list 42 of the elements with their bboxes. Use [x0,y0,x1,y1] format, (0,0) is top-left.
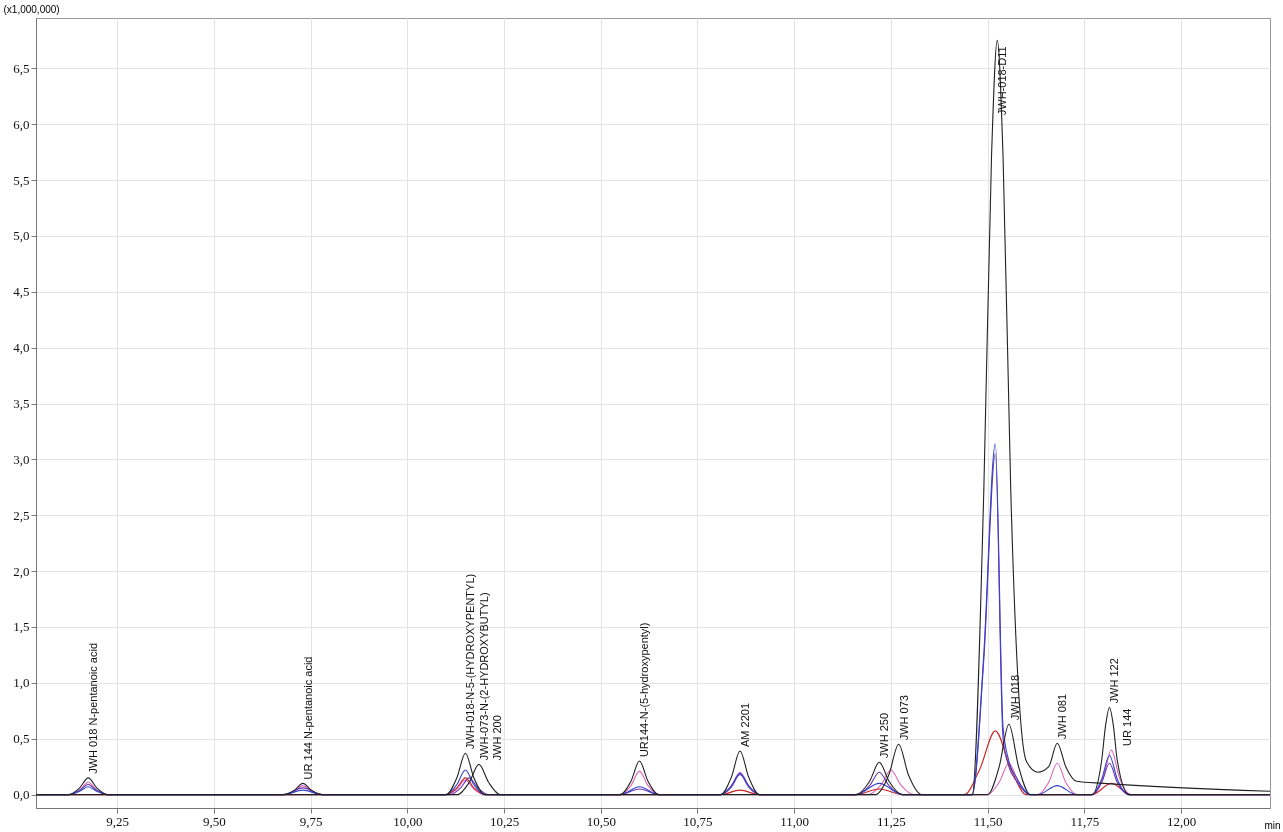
annotation: JWH 081 [1056,693,1069,740]
x-tick-label: 9,50 [203,813,226,829]
annotation: UR 144 [1121,708,1134,746]
annotation: JWH-018-N-5-(HYDROXYPENTYL) [464,573,477,750]
x-tick-label: 11,75 [1070,813,1100,829]
x-tick-label: 10,25 [489,813,520,829]
annotation: JWH-073-N-(2-HYDROXYBUTYL) [477,592,490,761]
y-tick-label: 5,0 [13,228,30,244]
x-tick-label: 9,75 [299,813,323,829]
annotation: JWH 122 [1108,658,1121,704]
annotation: JWH 073 [897,695,910,741]
y-tick-label: 4,0 [13,340,30,356]
x-tick-label: 11,00 [780,813,810,829]
annotation: AM 2201 [739,702,752,748]
y-tick-label: 0,0 [13,787,30,803]
annotation: UR 144 N-pentanoic acid [301,656,314,780]
y-axis-title: (x1,000,000) [3,3,60,15]
x-tick-label: 12,00 [1166,813,1197,829]
y-tick-label: 6,5 [13,60,30,76]
y-tick-label: 3,5 [13,396,30,411]
annotation: JWH 018 [1009,674,1022,721]
y-tick-label: 2,0 [13,563,30,579]
y-tick-label: 3,0 [13,451,30,467]
y-tick-label: 0,5 [13,731,30,747]
annotation: UR144-N-(5-hydroxypentyl) [638,622,651,758]
annotation: JWH 018 N-pentanoic acid [87,642,100,774]
y-tick-label: 2,5 [13,507,30,523]
y-tick-label: 4,5 [13,284,30,300]
x-axis-title: min [1264,819,1281,831]
x-tick-label: 10,75 [683,813,713,829]
y-tick-label: 1,0 [13,675,30,691]
annotation: JWH 200 [490,715,503,761]
x-tick-label: 11,50 [973,813,1003,829]
annotation: JWH-018-D11 [996,46,1009,116]
x-tick-label: 10,00 [393,813,423,829]
y-tick-label: 6,0 [13,116,30,132]
y-tick-label: 5,5 [13,172,30,188]
x-tick-label: 11,25 [877,813,906,829]
y-tick-label: 1,5 [13,619,30,635]
x-tick-label: 9,25 [106,813,130,829]
annotation: JWH 250 [878,712,891,759]
x-tick-label: 10,50 [586,813,616,829]
